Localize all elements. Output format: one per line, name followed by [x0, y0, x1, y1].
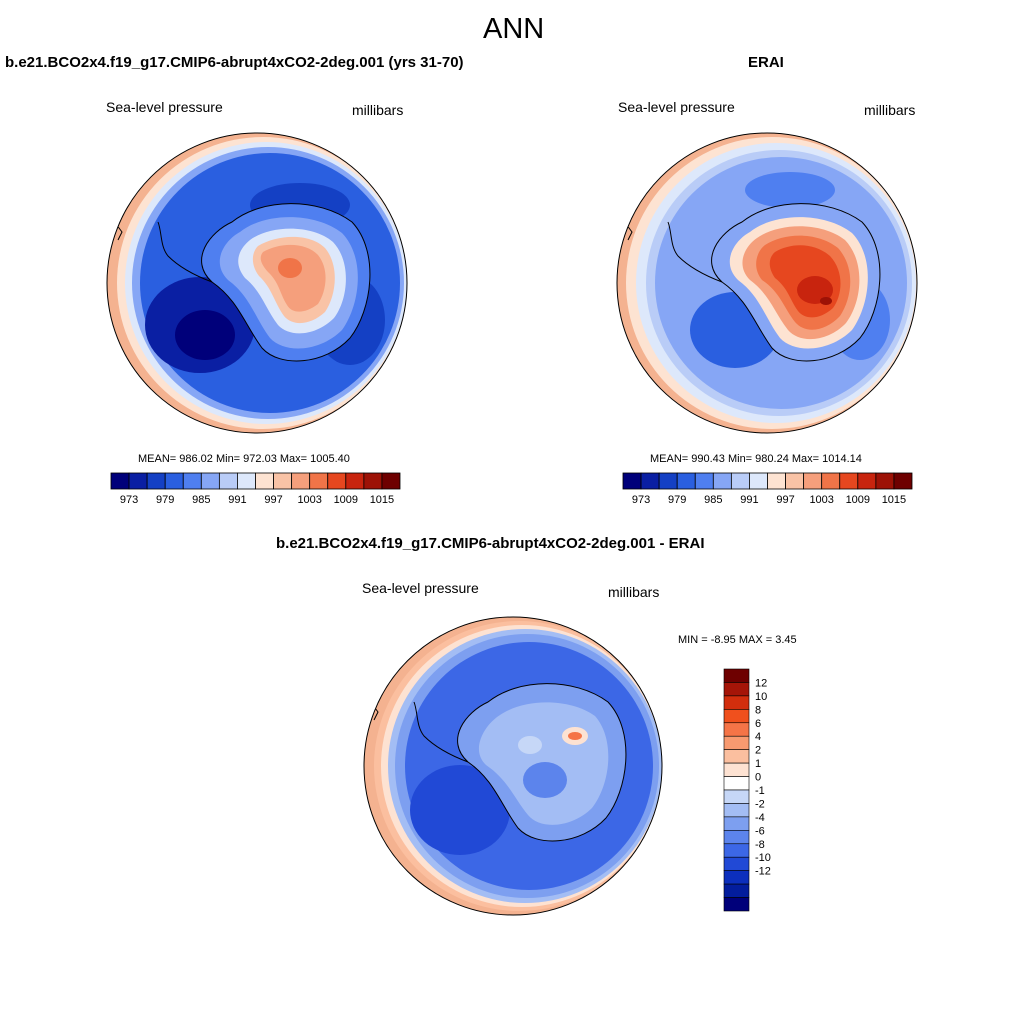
obs-polar-map — [610, 130, 930, 440]
diff-colorbar-tick-label: -8 — [755, 839, 765, 851]
model-colorbar-swatch — [219, 473, 237, 489]
obs-colorbar-tick-label: 985 — [704, 494, 722, 506]
obs-colorbar-swatch — [659, 473, 677, 489]
obs-colorbar-tick-label: 979 — [668, 494, 686, 506]
diff-colorbar-tick-label: -4 — [755, 812, 765, 824]
diff-colorbar-tick-label: 12 — [755, 677, 767, 689]
diff-colorbar-swatch — [724, 790, 749, 803]
model-colorbar-swatch — [183, 473, 201, 489]
diff-colorbar-tick-label: 10 — [755, 691, 767, 703]
diff-colorbar-swatch — [724, 803, 749, 816]
obs-colorbar-swatch — [641, 473, 659, 489]
diff-colorbar-swatch — [724, 857, 749, 870]
model-colorbar-tick-label: 985 — [192, 494, 210, 506]
obs-colorbar-swatch — [677, 473, 695, 489]
diff-colorbar-tick-label: -10 — [755, 852, 771, 864]
obs-colorbar-tick-label: 1009 — [846, 494, 870, 506]
diff-colorbar-tick-label: -6 — [755, 825, 765, 837]
diff-colorbar-swatch — [724, 777, 749, 790]
obs-colorbar-swatch — [840, 473, 858, 489]
diff-colorbar-tick-label: 1 — [755, 758, 761, 770]
model-colorbar-tick-label: 979 — [156, 494, 174, 506]
model-colorbar: 973 979 985 991 997 1003 1009 1015 — [111, 473, 400, 506]
diff-colorbar-tick-label: 6 — [755, 718, 761, 730]
obs-colorbar-swatch — [713, 473, 731, 489]
obs-colorbar-swatch — [822, 473, 840, 489]
model-colorbar-tick-label: 997 — [264, 494, 282, 506]
obs-colorbar-swatch — [623, 473, 641, 489]
obs-colorbar-tick-label: 1003 — [809, 494, 833, 506]
diff-colorbar-swatch — [724, 898, 749, 911]
diff-colorbar-swatch — [724, 871, 749, 884]
diff-colorbar-swatch — [724, 723, 749, 736]
model-colorbar-swatch — [310, 473, 328, 489]
diff-colorbar-swatch — [724, 696, 749, 709]
model-colorbar-swatch — [328, 473, 346, 489]
diff-colorbar-swatch — [724, 709, 749, 722]
obs-colorbar-swatch — [768, 473, 786, 489]
model-colorbar-tick-label: 1015 — [370, 494, 394, 506]
diff-colorbar-swatch — [724, 884, 749, 897]
diff-colorbar-tick-label: 2 — [755, 745, 761, 757]
model-colorbar-swatch — [346, 473, 364, 489]
model-colorbar-swatch — [129, 473, 147, 489]
diff-colorbar-tick-label: 0 — [755, 772, 761, 784]
obs-colorbar-tick-label: 973 — [632, 494, 650, 506]
obs-colorbar-swatch — [876, 473, 894, 489]
model-colorbar-swatch — [274, 473, 292, 489]
diff-colorbar-tick-label: 8 — [755, 704, 761, 716]
model-colorbar-tick-label: 991 — [228, 494, 246, 506]
diff-colorbar-tick-label: -1 — [755, 785, 765, 797]
diff-colorbar-swatch — [724, 763, 749, 776]
obs-colorbar-swatch — [695, 473, 713, 489]
obs-colorbar-tick-label: 1015 — [882, 494, 906, 506]
diff-colorbar-swatch — [724, 830, 749, 843]
model-polar-map — [100, 130, 420, 440]
diff-polar-map — [355, 610, 675, 920]
diff-colorbar-swatch — [724, 736, 749, 749]
model-colorbar-swatch — [111, 473, 129, 489]
model-colorbar-swatch — [237, 473, 255, 489]
model-colorbar-swatch — [256, 473, 274, 489]
obs-colorbar-swatch — [858, 473, 876, 489]
obs-colorbar: 973 979 985 991 997 1003 1009 1015 — [623, 473, 912, 506]
model-colorbar-tick-label: 973 — [120, 494, 138, 506]
model-colorbar-swatch — [165, 473, 183, 489]
maps-canvas: 973 979 985 991 997 1003 1009 1015 973 979 985 991… — [0, 0, 1024, 1024]
model-colorbar-swatch — [201, 473, 219, 489]
diff-colorbar-swatch — [724, 844, 749, 857]
diff-colorbar-swatch — [724, 682, 749, 695]
model-colorbar-swatch — [364, 473, 382, 489]
obs-colorbar-swatch — [894, 473, 912, 489]
diff-colorbar-swatch — [724, 669, 749, 682]
obs-colorbar-swatch — [749, 473, 767, 489]
model-colorbar-swatch — [382, 473, 400, 489]
diff-colorbar-swatch — [724, 750, 749, 763]
model-colorbar-tick-label: 1003 — [297, 494, 321, 506]
obs-colorbar-swatch — [786, 473, 804, 489]
diff-colorbar-tick-label: 4 — [755, 731, 761, 743]
model-colorbar-tick-label: 1009 — [334, 494, 358, 506]
model-colorbar-swatch — [147, 473, 165, 489]
obs-colorbar-tick-label: 997 — [776, 494, 794, 506]
diff-colorbar-tick-label: -12 — [755, 866, 771, 878]
diff-colorbar-swatch — [724, 817, 749, 830]
obs-colorbar-tick-label: 991 — [740, 494, 758, 506]
model-colorbar-swatch — [292, 473, 310, 489]
obs-colorbar-swatch — [804, 473, 822, 489]
diff-colorbar-tick-label: -2 — [755, 798, 765, 810]
obs-colorbar-swatch — [731, 473, 749, 489]
